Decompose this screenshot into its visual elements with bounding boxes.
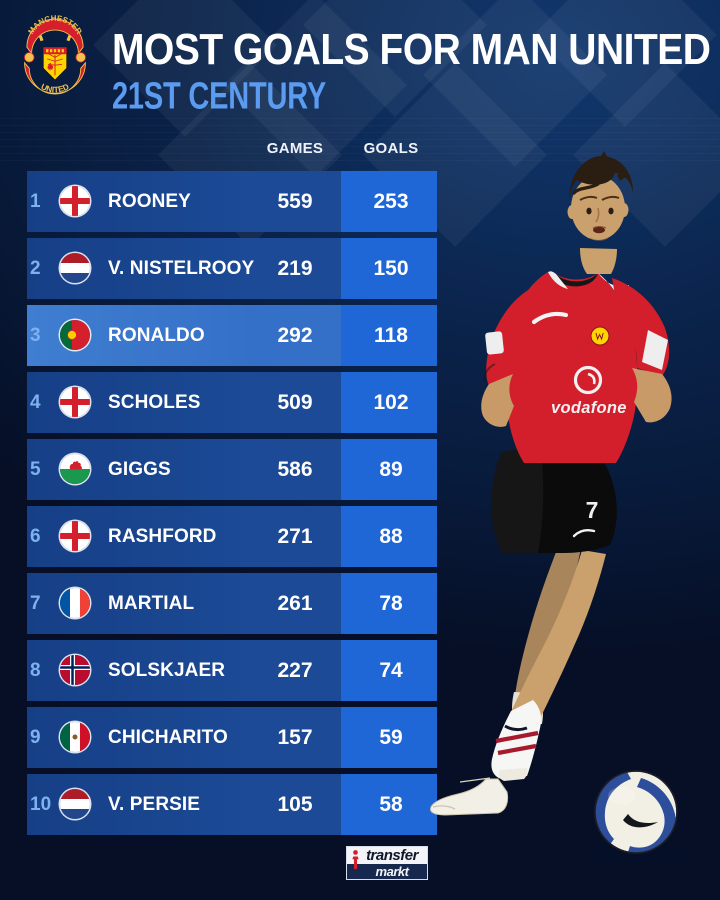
svg-text:UNITED: UNITED	[40, 82, 71, 94]
